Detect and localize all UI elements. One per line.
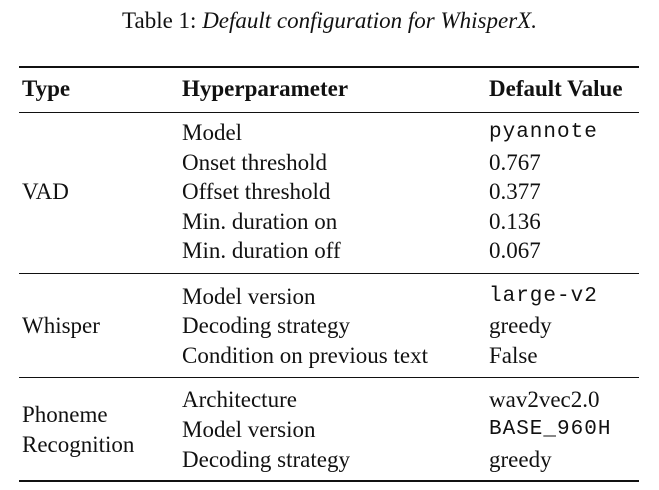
group-rule xyxy=(19,273,639,274)
header-default-value: Default Value xyxy=(489,76,623,101)
param-cell: Min. duration off xyxy=(182,238,341,263)
value-cell: 0.136 xyxy=(489,209,541,234)
group-rule xyxy=(19,377,639,378)
value-cell: BASE_960H xyxy=(489,418,612,441)
value-cell: pyannote xyxy=(489,121,598,144)
group-type-vad: VAD xyxy=(22,179,69,204)
value-cell: 0.067 xyxy=(489,238,541,263)
param-cell: Min. duration on xyxy=(182,209,338,234)
param-cell: Decoding strategy xyxy=(182,313,350,338)
value-cell: False xyxy=(489,343,538,368)
group-type-phoneme-line1: Phoneme xyxy=(22,402,108,427)
value-cell: greedy xyxy=(489,313,552,338)
group-type-phoneme-line2: Recognition xyxy=(22,432,135,457)
value-cell: greedy xyxy=(489,447,552,472)
value-cell: 0.377 xyxy=(489,179,541,204)
param-cell: Architecture xyxy=(182,387,297,412)
header-hyperparameter: Hyperparameter xyxy=(182,76,349,101)
param-cell: Model xyxy=(182,120,243,145)
param-cell: Condition on previous text xyxy=(182,343,428,368)
param-cell: Onset threshold xyxy=(182,150,328,175)
param-cell: Offset threshold xyxy=(182,179,331,204)
table-caption: Table 1: Default configuration for Whisp… xyxy=(0,6,659,36)
value-cell: 0.767 xyxy=(489,150,541,175)
caption-prefix: Table 1: xyxy=(122,8,197,33)
param-cell: Model version xyxy=(182,417,316,442)
value-cell: wav2vec2.0 xyxy=(489,387,600,412)
caption-title: Default configuration for WhisperX. xyxy=(202,8,537,33)
bottom-rule xyxy=(19,480,639,482)
header-rule xyxy=(19,112,639,113)
group-type-whisper: Whisper xyxy=(22,313,100,338)
param-cell: Model version xyxy=(182,284,316,309)
value-cell: large-v2 xyxy=(489,285,598,308)
top-rule xyxy=(19,66,639,68)
param-cell: Decoding strategy xyxy=(182,447,350,472)
header-type: Type xyxy=(22,76,71,101)
